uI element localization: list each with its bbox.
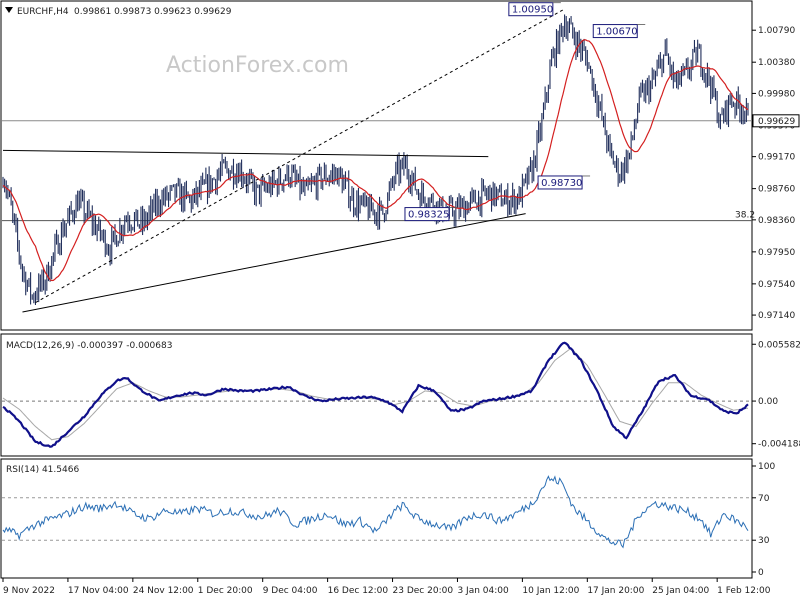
time-tick-label: 1 Dec 20:00 (198, 586, 253, 596)
macd-tick-label: 0.00 (758, 397, 778, 407)
macd-panel (0, 333, 753, 457)
rsi-line (2, 475, 749, 549)
price-tick-label: 0.97540 (758, 280, 795, 290)
time-tick-label: 3 Jan 04:00 (457, 586, 509, 596)
macd-line (2, 341, 749, 448)
time-tick-label: 16 Dec 12:00 (328, 586, 389, 596)
time-tick-label: 17 Jan 20:00 (587, 586, 644, 596)
rsi-title: RSI(14) 41.5466 (6, 465, 79, 475)
level-label: 0.98325 (408, 210, 449, 221)
macd-tick-label: 0.005582 (758, 340, 800, 350)
fib-level-label: 38.2 (735, 211, 755, 221)
macd-title: MACD(12,26,9) -0.000397 -0.000683 (6, 341, 172, 351)
symbol-label: EURCHF,H4 (17, 7, 69, 17)
level-label: 1.00670 (596, 27, 637, 38)
macd-y-axis: 0.005582 0.00 -0.004188 (752, 340, 800, 450)
level-label-box (404, 207, 450, 222)
symbol-dropdown-icon[interactable] (5, 7, 13, 13)
rsi-tick-label: 70 (758, 494, 770, 504)
current-price-box (752, 114, 800, 128)
current-price-label: 0.99629 (758, 117, 795, 127)
price-panel (0, 0, 753, 331)
level-label-box (537, 175, 583, 190)
price-tick-label: 0.98760 (758, 185, 795, 195)
time-tick-label: 25 Jan 04:00 (652, 586, 709, 596)
watermark: ActionForex.com (166, 53, 349, 78)
price-tick-label: 1.00790 (758, 26, 795, 36)
price-y-axis: 1.007901.003800.999800.995700.991700.987… (752, 26, 800, 321)
trendlines (2, 9, 564, 313)
level-label: 0.98730 (541, 178, 582, 189)
time-tick-label: 10 Jan 12:00 (522, 586, 579, 596)
price-tick-label: 0.97950 (758, 248, 795, 258)
price-tick-label: 0.97140 (758, 311, 795, 321)
moving-average (2, 39, 749, 282)
time-tick-label: 1 Feb 12:00 (717, 586, 771, 596)
price-tick-label: 1.00380 (758, 58, 795, 68)
time-tick-label: 24 Nov 12:00 (133, 586, 194, 596)
time-axis: 9 Nov 2022 17 Nov 04:00 24 Nov 12:00 1 Dec … (2, 578, 771, 596)
level-label: 1.00950 (512, 5, 553, 16)
rsi-tick-label: 30 (758, 536, 770, 546)
level-label-box (592, 24, 638, 39)
rsi-y-axis: 100 70 30 0 (752, 462, 775, 578)
price-annotations: 1.00950 1.00670 0.98730 0.98325 (404, 2, 646, 222)
trendline (2, 149, 489, 158)
time-tick-label: 17 Nov 04:00 (68, 586, 129, 596)
dashed-trendline (35, 9, 564, 304)
ma-line (2, 39, 749, 282)
rsi-tick-label: 0 (758, 568, 764, 578)
trendline (22, 213, 526, 313)
macd-tick-label: -0.004188 (758, 440, 800, 450)
rsi-panel (0, 458, 753, 579)
rsi-lines (2, 475, 752, 549)
macd-lines (2, 341, 752, 448)
price-tick-label: 0.99980 (758, 89, 795, 99)
price-grid: 38.2 (2, 120, 755, 222)
price-tick-label: 0.98360 (758, 216, 795, 226)
level-label-box (508, 2, 554, 17)
time-tick-label: 9 Dec 04:00 (263, 586, 318, 596)
rsi-tick-label: 100 (758, 462, 775, 472)
price-tick-label: 0.99170 (758, 153, 795, 163)
time-tick-label: 23 Dec 20:00 (393, 586, 454, 596)
time-tick-label: 9 Nov 2022 (3, 586, 55, 596)
ohlc-values: 0.99861 0.99873 0.99623 0.99629 (74, 7, 232, 17)
